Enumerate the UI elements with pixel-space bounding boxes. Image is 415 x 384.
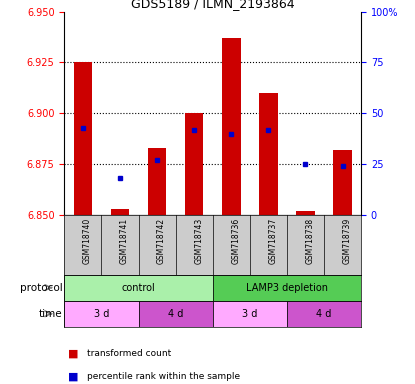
Bar (139, 301, 213, 327)
Bar (333, 150, 352, 215)
Title: GDS5189 / ILMN_2193864: GDS5189 / ILMN_2193864 (131, 0, 295, 10)
Text: 3 d: 3 d (94, 309, 109, 319)
Text: GSM718740: GSM718740 (83, 218, 92, 264)
Text: 4 d: 4 d (168, 309, 183, 319)
Bar (111, 209, 129, 215)
Text: GSM718741: GSM718741 (120, 218, 129, 264)
Bar (73, 63, 92, 215)
Text: control: control (122, 283, 155, 293)
Text: GSM718739: GSM718739 (342, 218, 352, 264)
Text: 4 d: 4 d (316, 309, 332, 319)
Text: GSM718743: GSM718743 (194, 218, 203, 264)
Bar (222, 38, 241, 215)
Text: LAMP3 depletion: LAMP3 depletion (246, 283, 328, 293)
Bar (148, 148, 166, 215)
Bar (185, 113, 203, 215)
Text: GSM718736: GSM718736 (231, 218, 240, 264)
Text: GSM718737: GSM718737 (269, 218, 277, 264)
Text: protocol: protocol (20, 283, 62, 293)
Bar (213, 275, 361, 301)
Text: ■: ■ (68, 349, 79, 359)
Bar (64, 275, 213, 301)
Text: GSM718742: GSM718742 (157, 218, 166, 264)
Text: ■: ■ (68, 372, 79, 382)
Text: percentile rank within the sample: percentile rank within the sample (87, 372, 240, 381)
Text: transformed count: transformed count (87, 349, 171, 358)
Bar (296, 211, 315, 215)
Bar (64, 301, 139, 327)
Bar (213, 301, 287, 327)
Bar (287, 301, 361, 327)
Bar (259, 93, 278, 215)
Text: GSM718738: GSM718738 (305, 218, 315, 264)
Text: 3 d: 3 d (242, 309, 257, 319)
Text: time: time (39, 309, 62, 319)
